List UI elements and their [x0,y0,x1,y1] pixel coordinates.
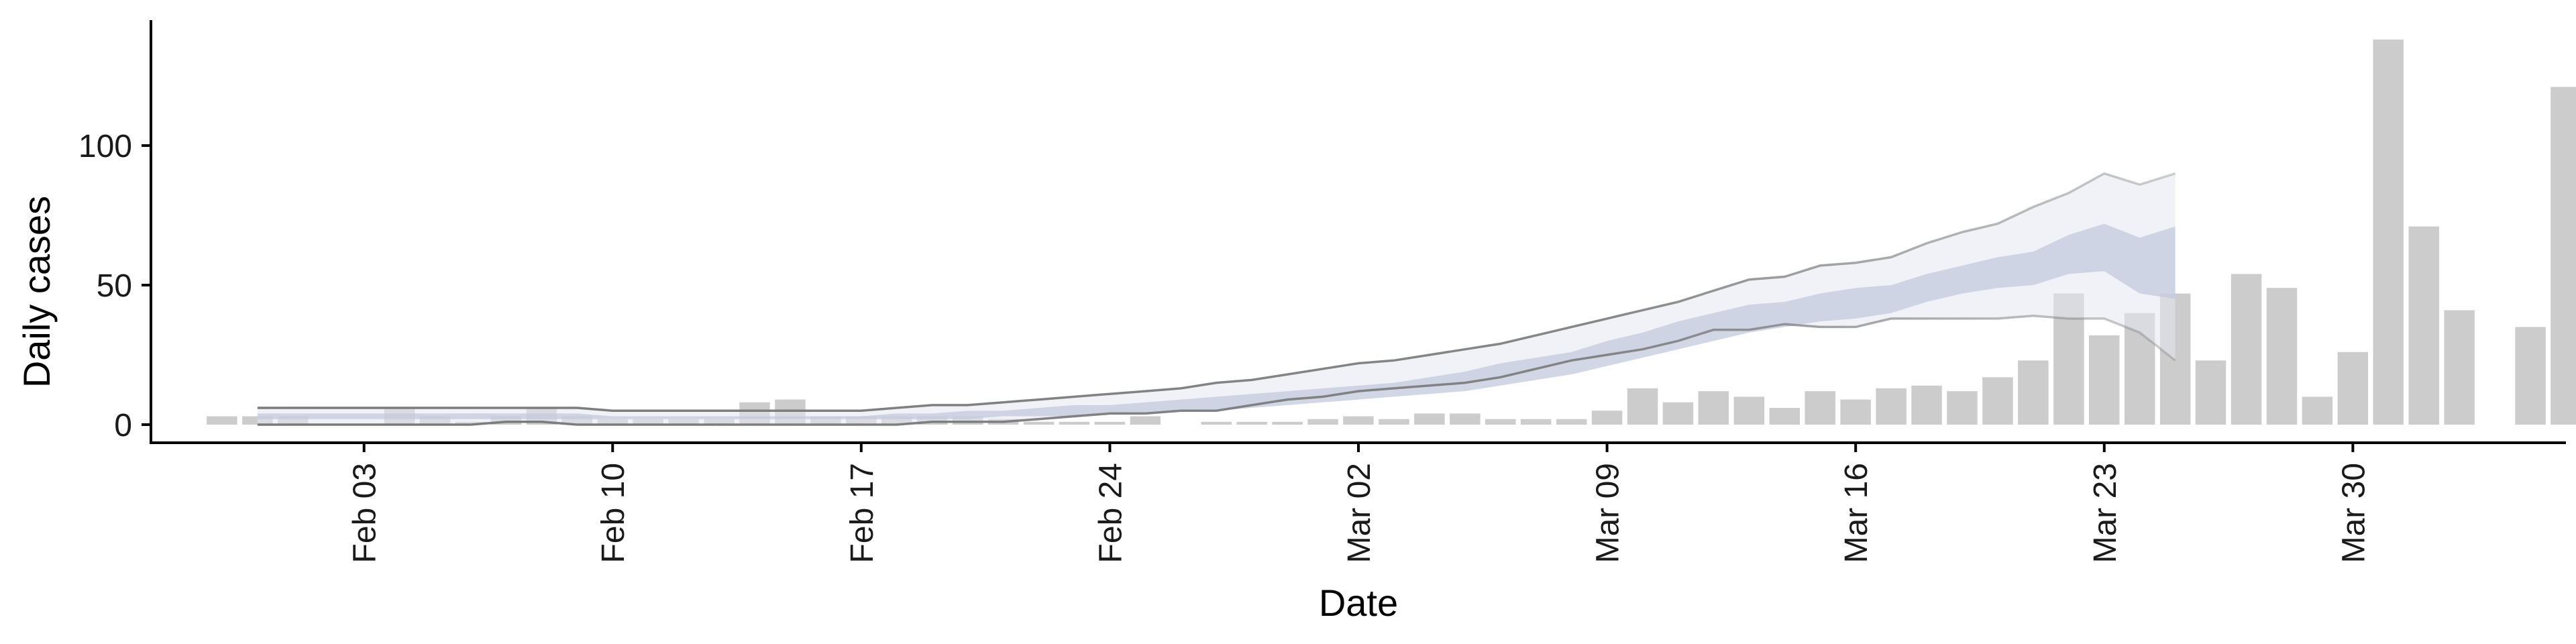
nowcast-band-outer [257,173,2176,425]
case-bar [1379,419,1409,425]
nowcast-band-layer [257,172,2176,426]
case-bar [1094,421,1126,425]
y-tick-label: 0 [114,408,132,443]
case-bar [1947,391,1978,425]
case-bar [1520,419,1552,425]
case-bar [2195,360,2226,425]
nowcast-upper-line [257,172,2176,412]
y-tick-label: 100 [78,129,132,164]
x-tick-label: Mar 30 [2336,463,2371,563]
x-tick-label: Feb 03 [347,463,383,563]
case-bar [1485,419,1516,425]
case-bar [1450,413,1481,425]
case-bar [2266,288,2298,425]
case-bar [2444,310,2475,425]
case-bar [1627,388,1658,425]
y-ticks: 0 50 100 [78,129,151,443]
case-bar [1911,385,1942,425]
case-bar [2515,327,2546,425]
case-bar [1591,411,1623,425]
case-bar [2231,274,2262,425]
x-tick-label: Mar 23 [2088,463,2123,563]
y-axis-title: Daily cases [15,196,58,388]
case-bar [1201,421,1232,425]
case-bar [2302,396,2333,425]
case-bar [1343,416,1374,425]
nowcast-lower-line [257,315,2176,426]
case-bar [1876,388,1907,425]
case-bar [1733,396,1765,425]
nowcast-band-inner [257,223,2176,419]
x-tick-label: Feb 10 [596,463,631,563]
case-bar [1769,408,1800,425]
case-bar [1698,391,1729,425]
x-tick-label: Mar 02 [1342,463,1377,563]
case-bar [1023,421,1055,425]
case-bar [1556,419,1587,425]
x-tick-label: Feb 17 [845,463,880,563]
case-bar [1272,421,1303,425]
case-bar [1130,416,1161,425]
case-bar [1662,402,1694,425]
x-ticks: Feb 03 Feb 10 Feb 17 Feb 24 Mar 02 Mar 09 Mar … [347,443,2371,563]
x-tick-label: Mar 09 [1591,463,1626,563]
case-bar [2018,360,2049,425]
case-bar [1414,413,1445,425]
case-bar [2089,335,2120,425]
case-bar [1059,421,1090,425]
case-bar [2551,87,2576,425]
x-axis-title: Date [1319,582,1398,624]
case-bar [207,416,237,425]
case-bar [1982,377,2013,425]
y-tick-label: 50 [97,268,132,304]
x-tick-label: Feb 24 [1093,463,1128,563]
case-bar [1307,419,1338,425]
x-tick-label: Mar 16 [1839,463,1874,563]
case-bar [1236,421,1267,425]
case-bar [1805,391,1835,425]
case-bar [2373,39,2404,425]
case-bar [1840,399,1871,425]
case-bar [2337,352,2369,425]
case-bar [2408,226,2439,425]
